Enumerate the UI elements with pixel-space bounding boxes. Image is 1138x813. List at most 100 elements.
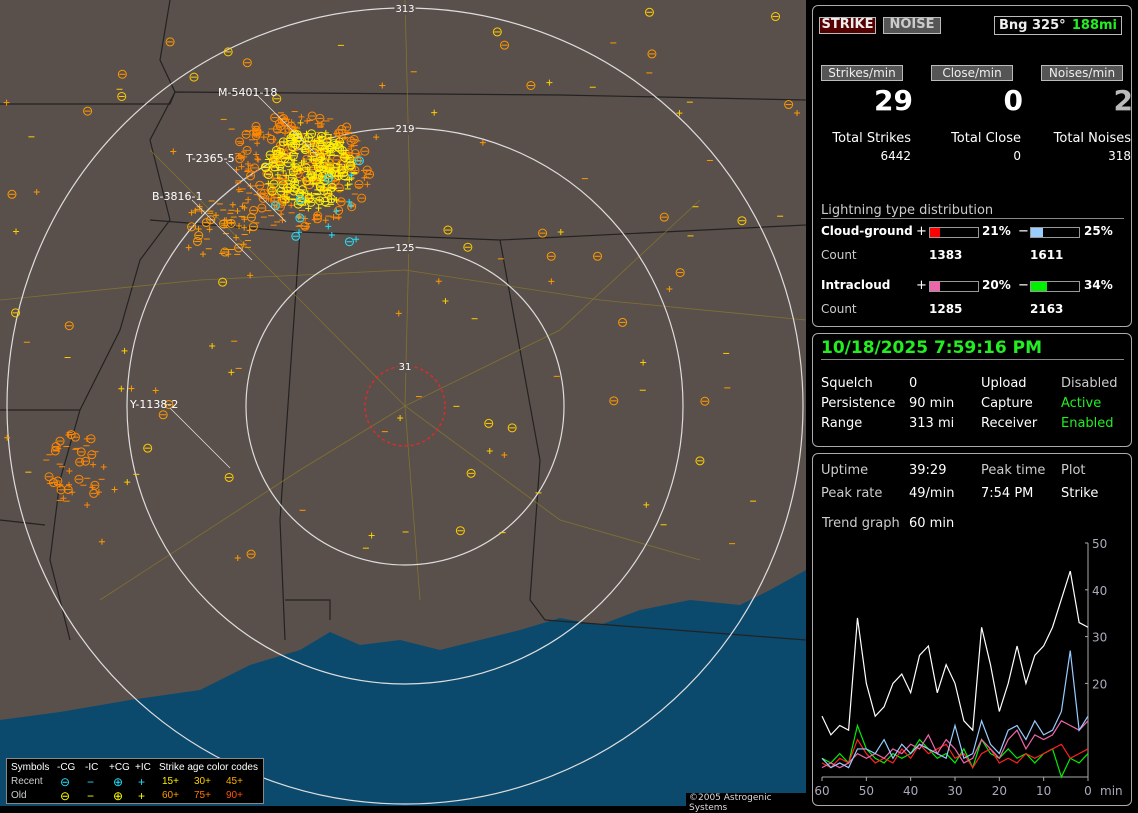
status-value: Disabled	[1061, 376, 1118, 391]
strike-symbol	[302, 176, 312, 186]
uptime-value: 39:29	[909, 463, 947, 478]
strike-symbol	[321, 165, 328, 172]
strike-symbol	[170, 148, 177, 155]
y-tick-label: 40	[1092, 584, 1107, 598]
strike-symbol	[479, 139, 486, 146]
symbol-legend: Symbols -CG -IC +CG +IC Strike age color…	[6, 758, 264, 804]
strike-symbol	[466, 468, 476, 478]
rate-button[interactable]: Noises/min	[1041, 65, 1123, 81]
strike-symbol	[345, 154, 355, 164]
distribution-title: Lightning type distribution	[821, 203, 994, 218]
strike-symbol	[76, 447, 86, 457]
strike-symbol	[7, 189, 17, 199]
trend-series-line	[821, 720, 1089, 769]
strike-symbol	[313, 163, 323, 173]
legend-symbol: −	[87, 775, 95, 789]
ic-negative-bar	[1030, 281, 1080, 292]
strike-symbol	[330, 214, 337, 221]
strike-symbol	[373, 134, 380, 141]
uptime-label: Uptime	[821, 463, 869, 478]
status-key: Upload	[981, 376, 1027, 391]
strike-symbol	[33, 189, 40, 196]
legend-symbol: +	[138, 775, 146, 789]
plus-sign: +	[916, 224, 927, 239]
strike-symbol	[297, 119, 304, 126]
strike-symbol	[695, 456, 705, 466]
ring-label: 219	[395, 124, 414, 135]
strike-symbol	[74, 474, 84, 484]
strike-symbol	[298, 113, 305, 120]
total-label: Total Close	[951, 131, 1021, 146]
strike-symbol	[546, 251, 556, 261]
strike-symbol	[235, 137, 245, 147]
legend-row-label: Old	[11, 790, 27, 801]
strike-symbol	[262, 168, 272, 178]
plot-value[interactable]: Strike	[1061, 486, 1099, 501]
rate-button[interactable]: Close/min	[931, 65, 1013, 81]
strike-symbol	[60, 495, 67, 502]
strike-symbol	[348, 172, 355, 179]
trend-label: Trend graph	[822, 516, 900, 531]
strike-symbol	[260, 162, 270, 172]
legend-age: 90+	[226, 790, 243, 801]
strike-symbol	[224, 472, 234, 482]
strike-symbol	[295, 194, 305, 204]
strike-symbol	[301, 158, 308, 165]
strike-symbol	[335, 214, 342, 221]
strike-symbol	[309, 148, 319, 158]
cg-positive-bar	[929, 227, 979, 238]
strike-symbol	[323, 173, 333, 183]
strike-symbol	[317, 171, 327, 181]
strike-symbol	[538, 228, 548, 238]
strike-symbols	[3, 7, 801, 562]
strike-symbol	[254, 140, 261, 147]
trend-series-line	[821, 570, 1089, 736]
strike-symbol	[640, 359, 647, 366]
strike-symbol	[218, 277, 228, 287]
total-label: Total Noises	[1053, 131, 1131, 146]
strike-button[interactable]: STRIKE	[819, 17, 876, 34]
strike-symbol	[241, 224, 248, 231]
strike-symbol	[794, 109, 801, 116]
strike-symbol	[98, 538, 105, 545]
strike-symbol	[647, 49, 657, 59]
strike-symbol	[242, 58, 252, 68]
legend-row-label: Recent	[11, 776, 43, 787]
strike-symbol	[272, 124, 282, 134]
ic-negative-pct: 34%	[1084, 278, 1113, 292]
strike-symbol	[219, 219, 229, 229]
divider	[821, 359, 1124, 360]
strike-symbol	[314, 211, 321, 218]
plot-label: Plot	[1061, 463, 1086, 478]
lightning-map[interactable]: 31 125 219 313 M-5401-18 T-2365-5 B-3816-1 Y-1…	[0, 0, 806, 813]
rate-value: 0	[1003, 84, 1023, 117]
strike-symbol	[128, 385, 135, 392]
total-value: 0	[1013, 149, 1021, 163]
strike-symbol	[784, 100, 794, 110]
strike-symbol	[189, 72, 199, 82]
strike-symbol	[659, 212, 669, 222]
noise-button[interactable]: NOISE	[883, 17, 941, 34]
rate-button[interactable]: Strikes/min	[821, 65, 903, 81]
strike-symbol	[334, 143, 344, 153]
count-label: Count	[821, 302, 857, 316]
strike-symbol	[306, 197, 316, 207]
strike-symbol	[255, 156, 262, 163]
strike-symbol	[206, 226, 213, 233]
strike-symbol	[4, 434, 11, 441]
strike-symbol	[304, 190, 311, 197]
strike-symbol	[288, 202, 295, 209]
strike-symbol	[198, 207, 205, 214]
strike-symbol	[593, 251, 603, 261]
strike-symbol	[278, 196, 288, 206]
strike-symbol	[81, 456, 91, 466]
strike-symbol	[233, 166, 240, 173]
strike-symbol	[288, 142, 298, 152]
strike-symbol	[500, 40, 510, 50]
ic-label: Intracloud	[821, 278, 891, 292]
strike-symbol	[291, 157, 298, 164]
strike-symbol	[234, 555, 241, 562]
strike-symbol	[87, 450, 97, 460]
strike-symbol	[431, 109, 438, 116]
strike-symbol	[164, 399, 174, 409]
